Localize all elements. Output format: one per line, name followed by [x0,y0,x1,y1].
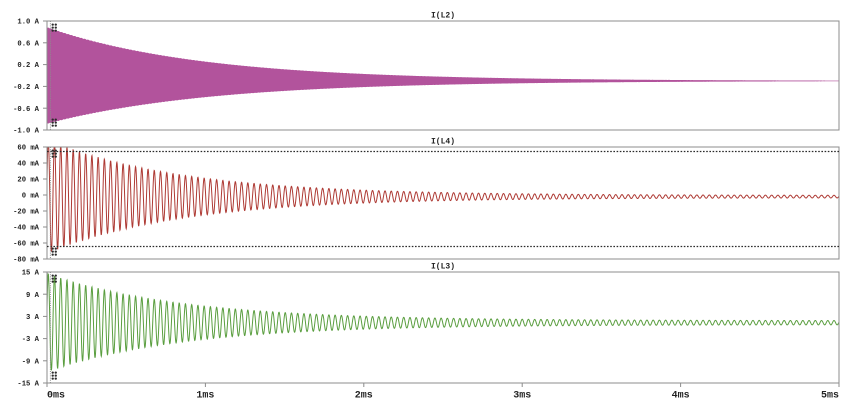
svg-text:3ms: 3ms [513,391,531,402]
svg-text:-3 A: -3 A [22,336,40,344]
svg-text:I(L3): I(L3) [431,263,455,272]
svg-text:15 A: 15 A [22,270,40,278]
svg-text:0.6 A: 0.6 A [17,40,39,48]
svg-text:-0.2 A: -0.2 A [13,84,40,92]
svg-text:1ms: 1ms [196,391,214,402]
svg-text:1.0 A: 1.0 A [17,19,39,27]
svg-text:0.2 A: 0.2 A [17,62,39,70]
svg-text:I(L2): I(L2) [431,12,455,21]
svg-text:0 mA: 0 mA [22,193,40,201]
svg-text:-60 mA: -60 mA [13,241,40,249]
svg-text:-1.0 A: -1.0 A [13,128,40,136]
svg-text:5ms: 5ms [821,391,839,402]
svg-text:-20 mA: -20 mA [13,209,40,217]
svg-text:-40 mA: -40 mA [13,225,40,233]
svg-text:40 mA: 40 mA [17,161,39,169]
svg-text:-9 A: -9 A [22,358,40,366]
svg-text:3 A: 3 A [26,314,40,322]
svg-text:-15 A: -15 A [17,381,39,389]
svg-text:60 mA: 60 mA [17,145,39,153]
svg-text:2ms: 2ms [355,391,373,402]
svg-text:20 mA: 20 mA [17,177,39,185]
svg-text:-0.6 A: -0.6 A [13,106,40,114]
svg-text:0ms: 0ms [47,391,65,402]
svg-text:9 A: 9 A [26,292,40,300]
svg-text:I(L4): I(L4) [431,138,455,147]
svg-text:4ms: 4ms [672,391,690,402]
svg-text:-80 mA: -80 mA [13,257,40,265]
